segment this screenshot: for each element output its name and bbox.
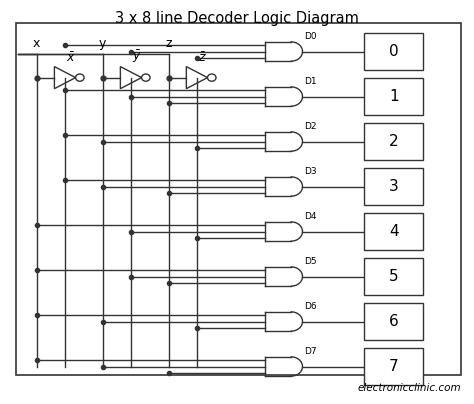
Text: electronicclinic.com: electronicclinic.com	[357, 383, 461, 393]
FancyBboxPatch shape	[364, 348, 423, 385]
FancyBboxPatch shape	[364, 78, 423, 115]
Text: y: y	[99, 36, 106, 50]
Text: 0: 0	[389, 44, 399, 59]
Text: $\bar{z}$: $\bar{z}$	[198, 51, 207, 65]
FancyBboxPatch shape	[364, 33, 423, 70]
Text: 2: 2	[389, 134, 399, 149]
Text: $\bar{y}$: $\bar{y}$	[132, 48, 142, 65]
Text: 5: 5	[389, 269, 399, 284]
Text: 6: 6	[389, 314, 399, 329]
Text: D5: D5	[304, 257, 317, 266]
Text: D4: D4	[304, 212, 317, 221]
FancyBboxPatch shape	[364, 123, 423, 160]
Text: D7: D7	[304, 347, 317, 356]
FancyBboxPatch shape	[364, 168, 423, 205]
Text: D0: D0	[304, 32, 317, 41]
Text: x: x	[33, 36, 40, 50]
Text: z: z	[165, 36, 172, 50]
Text: D1: D1	[304, 77, 317, 86]
Text: D2: D2	[304, 122, 317, 131]
Text: D6: D6	[304, 302, 317, 311]
FancyBboxPatch shape	[16, 23, 461, 375]
Text: 3: 3	[389, 179, 399, 194]
Text: 3 x 8 line Decoder Logic Diagram: 3 x 8 line Decoder Logic Diagram	[115, 11, 359, 26]
Text: 4: 4	[389, 224, 399, 239]
Text: $\bar{x}$: $\bar{x}$	[66, 51, 75, 65]
FancyBboxPatch shape	[364, 213, 423, 250]
Text: 7: 7	[389, 359, 399, 374]
FancyBboxPatch shape	[364, 258, 423, 295]
FancyBboxPatch shape	[364, 303, 423, 340]
Text: 1: 1	[389, 89, 399, 104]
Text: D3: D3	[304, 167, 317, 176]
